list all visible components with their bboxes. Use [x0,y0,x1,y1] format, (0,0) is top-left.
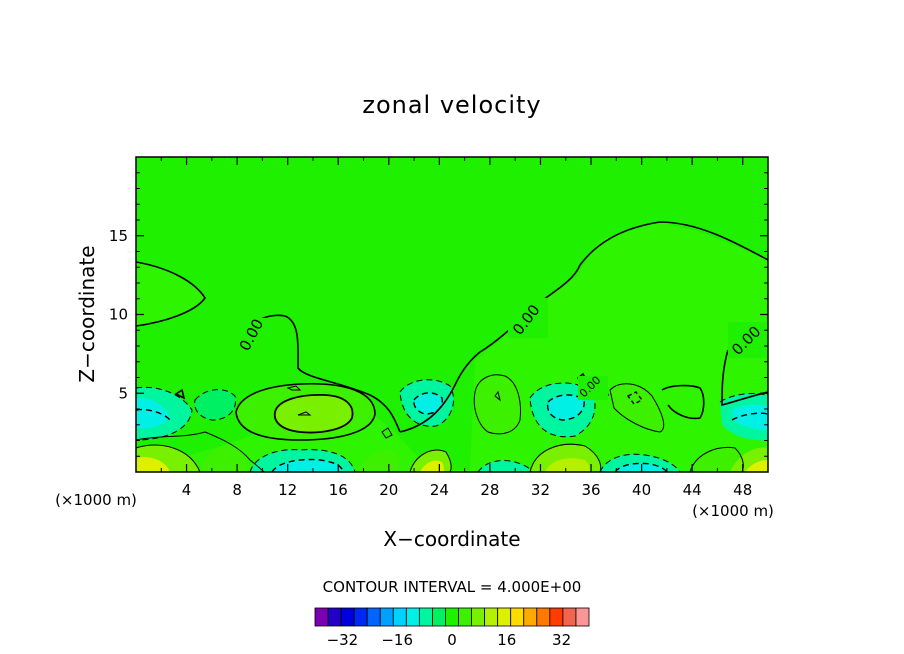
negative-cells [136,379,768,472]
colorbar-tick-label: −16 [381,631,413,649]
y-tick-label: 15 [109,227,128,245]
colorbar-swatch [392,607,407,627]
colorbar-swatch [510,607,525,627]
colorbar-swatch [340,607,355,627]
x-tick-label: 48 [733,481,752,499]
x-unit-label-right: (×1000 m) [692,502,774,520]
colorbar-swatch [484,607,499,627]
colorbar-swatch [458,607,472,627]
colorbar-swatch [327,607,342,627]
y-tick-label: 5 [118,384,128,402]
x-tick-label: 12 [278,481,297,499]
contour-band-right-mid [474,374,521,434]
colorbar-swatch [575,607,590,627]
x-tick-label: 8 [232,481,242,499]
colorbar-labels: −32 −16 0 16 32 [327,631,572,649]
colorbar-swatch [405,607,420,627]
y-axis-label: Z−coordinate [75,245,99,382]
colorbar-swatch [523,607,538,627]
x-unit-label-left: (×1000 m) [55,491,137,509]
colorbar-swatch [471,607,486,627]
contour-interval-label: CONTOUR INTERVAL = 4.000E+00 [323,578,582,596]
x-tick-label: 36 [581,481,600,499]
colorbar-swatch [432,607,446,627]
x-tick-label: 40 [632,481,651,499]
y-axis-ticks: 5 10 15 [109,172,768,457]
contour-band-large-positive [136,222,768,472]
x-tick-label: 4 [182,481,192,499]
colorbar-swatch [366,607,381,627]
plot-area: 0.00 0.00 0.00 0.00 [136,157,768,472]
x-axis-label: X−coordinate [383,527,520,551]
x-tick-label: 32 [531,481,550,499]
colorbar-swatch [562,607,577,627]
colorbar-swatch [379,607,394,627]
colorbar [314,607,590,627]
contour-band-mid-core [274,394,353,433]
contour-band-upper-left [136,262,205,326]
colorbar-swatch [353,607,368,627]
colorbar-swatch [497,607,512,627]
colorbar-swatch [445,607,459,627]
colorbar-swatch [549,607,564,627]
colorbar-swatch [418,607,433,627]
contour-band-right [610,383,664,432]
y-tick-label: 10 [109,306,128,324]
contour-zero-labels: 0.00 0.00 0.00 0.00 [236,298,768,400]
colorbar-swatch [536,607,551,627]
chart-title: zonal velocity [362,91,541,119]
colorbar-tick-label: 0 [447,631,457,649]
x-axis-ticks: 4 8 12 16 20 24 28 32 36 40 44 48 [160,157,752,499]
colorbar-tick-label: 16 [497,631,516,649]
colorbar-swatch [314,607,329,627]
x-tick-label: 16 [329,481,348,499]
positive-cells-bottom [136,444,768,472]
colorbar-tick-label: −32 [327,631,359,649]
x-tick-label: 24 [430,481,449,499]
colorbar-tick-label: 32 [552,631,571,649]
x-tick-label: 28 [480,481,499,499]
x-tick-label: 44 [683,481,702,499]
x-tick-label: 20 [379,481,398,499]
